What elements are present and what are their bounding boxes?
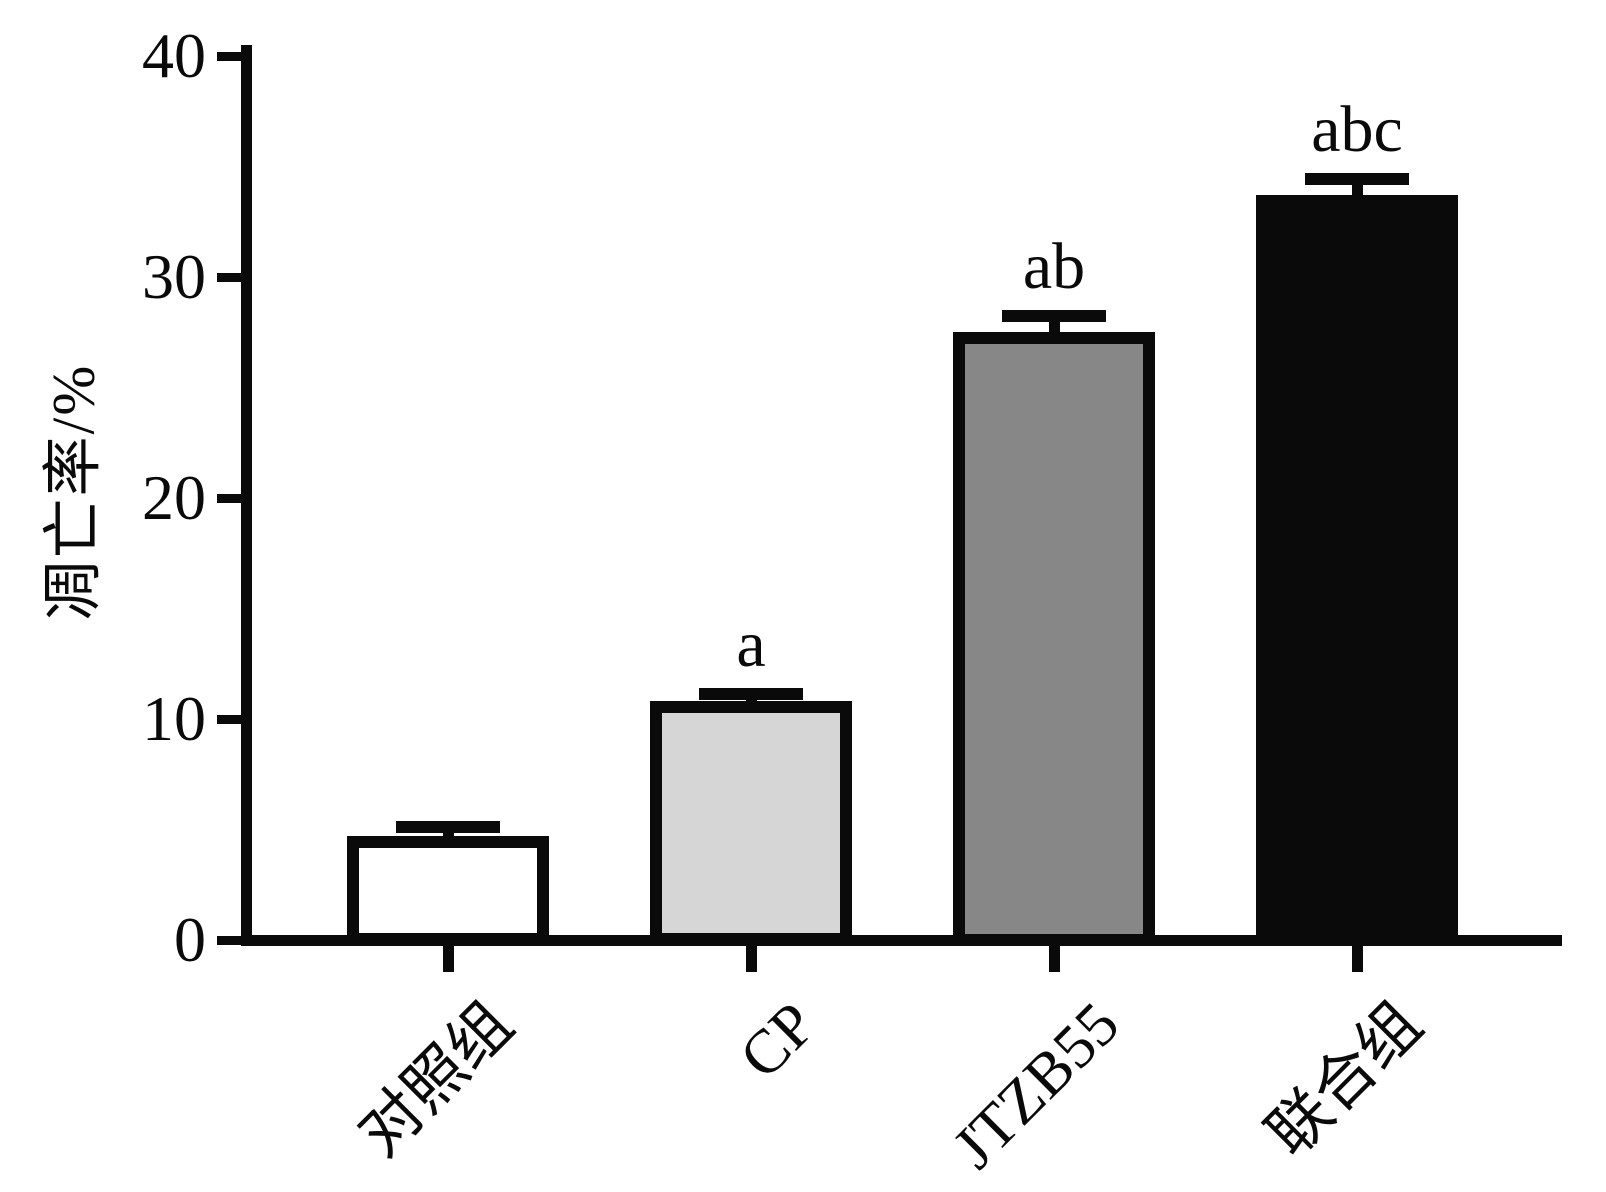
significance-label: a bbox=[736, 607, 766, 681]
x-axis-line bbox=[241, 934, 1562, 946]
error-bar-stem bbox=[745, 693, 757, 708]
y-tick-label: 10 bbox=[142, 683, 206, 754]
x-tick-mark bbox=[745, 945, 757, 972]
y-tick-mark bbox=[217, 272, 241, 282]
y-tick-label: 30 bbox=[142, 241, 206, 312]
x-category-label: CP bbox=[727, 989, 829, 1092]
y-tick-label: 0 bbox=[174, 904, 206, 975]
bar-1 bbox=[650, 701, 852, 946]
x-category-label: 联合组 bbox=[1255, 989, 1435, 1170]
y-tick-mark bbox=[217, 935, 241, 945]
significance-label: abc bbox=[1311, 92, 1403, 166]
y-tick-mark bbox=[217, 493, 241, 503]
error-bar-cap bbox=[396, 821, 500, 834]
bar-2 bbox=[953, 332, 1155, 946]
error-bar-cap bbox=[1002, 309, 1106, 322]
error-bar-cap bbox=[699, 687, 803, 700]
significance-label: ab bbox=[1022, 229, 1086, 303]
y-tick-label: 20 bbox=[142, 462, 206, 533]
error-bar-stem bbox=[1351, 178, 1363, 202]
x-tick-mark bbox=[1351, 945, 1363, 972]
error-bar-stem bbox=[1048, 315, 1060, 339]
y-tick-mark bbox=[217, 714, 241, 724]
y-tick-mark bbox=[217, 51, 241, 61]
bar-3 bbox=[1256, 195, 1458, 946]
error-bar-stem bbox=[442, 827, 454, 843]
x-tick-mark bbox=[442, 945, 454, 972]
y-axis-title: 凋亡率/% bbox=[40, 363, 107, 621]
x-category-label: 对照组 bbox=[346, 989, 526, 1170]
error-bar-cap bbox=[1305, 172, 1409, 185]
bar-0 bbox=[347, 836, 549, 946]
x-tick-mark bbox=[1048, 945, 1060, 972]
x-category-label: JTZB55 bbox=[940, 989, 1132, 1182]
y-tick-label: 40 bbox=[142, 20, 206, 91]
y-axis-line bbox=[241, 45, 252, 946]
